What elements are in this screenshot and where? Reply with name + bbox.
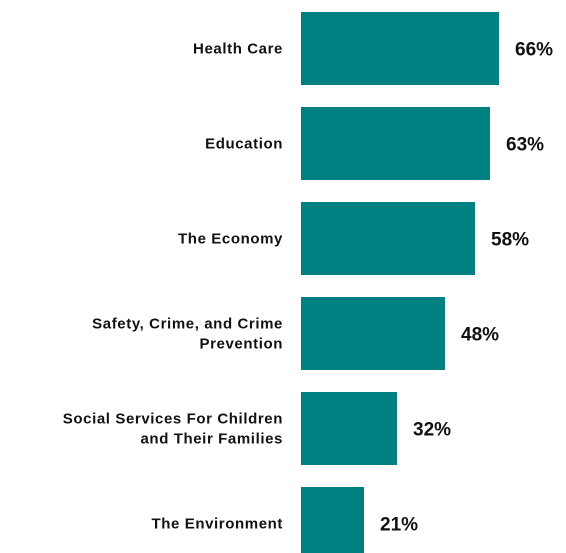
bar-1: [301, 107, 490, 180]
category-label-5: The Environment: [151, 516, 283, 533]
value-label-1: 63%: [506, 135, 544, 156]
category-label-line: Prevention: [199, 336, 283, 353]
category-label-2: The Economy: [178, 231, 283, 248]
category-label-3: Safety, Crime, and Crime Prevention: [92, 316, 283, 353]
value-label-5: 21%: [380, 515, 418, 536]
bar-3: [301, 297, 445, 370]
value-label-4: 32%: [413, 420, 451, 441]
category-labels-group: Health Care Education The Economy Safety, C…: [63, 41, 283, 533]
value-label-0: 66%: [515, 40, 553, 61]
bar-5: [301, 487, 364, 553]
category-label-line: Education: [205, 136, 283, 153]
category-label-0: Health Care: [193, 41, 283, 58]
bar-4: [301, 392, 397, 465]
bar-0: [301, 12, 499, 85]
category-label-line: The Environment: [151, 516, 283, 533]
value-labels-group: 66% 63% 58% 48% 32% 21%: [380, 40, 553, 536]
category-label-1: Education: [205, 136, 283, 153]
category-label-line: The Economy: [178, 231, 283, 248]
category-label-line: Social Services For Children: [63, 411, 283, 428]
category-label-line: Health Care: [193, 41, 283, 58]
category-label-4: Social Services For Children and Their Fa…: [63, 411, 283, 448]
value-label-3: 48%: [461, 325, 499, 346]
value-label-2: 58%: [491, 230, 529, 251]
bar-2: [301, 202, 475, 275]
category-label-line: Safety, Crime, and Crime: [92, 316, 283, 333]
bars-group: [301, 12, 499, 553]
category-label-line: and Their Families: [140, 431, 283, 448]
